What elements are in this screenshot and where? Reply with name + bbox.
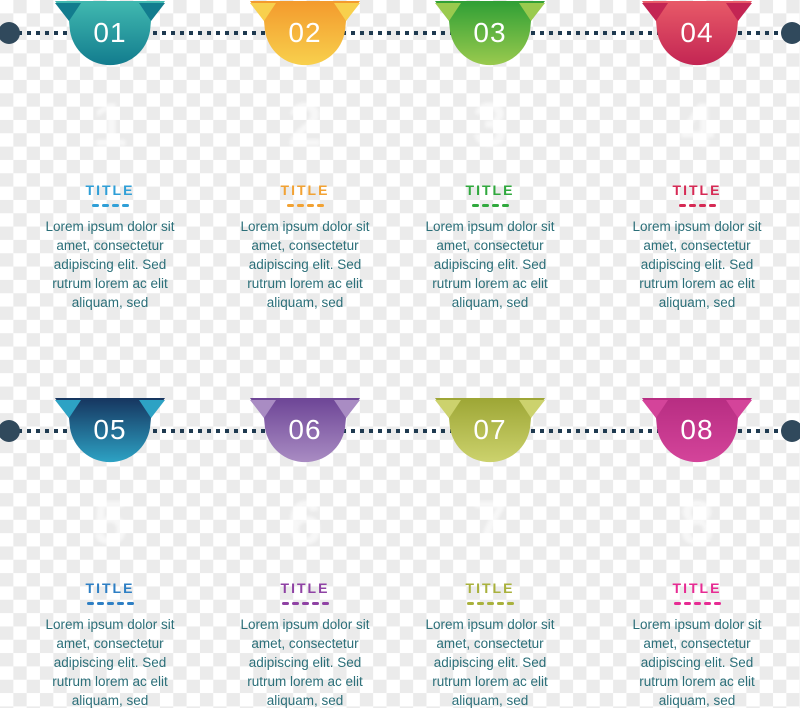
step-number: 01 (93, 17, 127, 48)
step-title: TITLE (672, 580, 722, 596)
ribbon-badge-shape (250, 398, 360, 463)
step-description: Lorem ipsum dolor sit amet, consectetur … (425, 617, 555, 708)
step-title: TITLE (465, 182, 515, 198)
title-underline-dashes (15, 602, 205, 605)
ribbon-badge-shape (55, 398, 165, 463)
step-badge-02: 02 (246, 0, 364, 78)
ghost-number-3: 3 (472, 91, 508, 160)
timeline-endpoint-right-row1 (781, 22, 800, 44)
title-underline-dashes (602, 204, 792, 207)
ribbon-badge-shape (55, 1, 165, 66)
step-title: TITLE (672, 182, 722, 198)
step-number: 07 (473, 414, 507, 445)
title-underline-dashes (395, 602, 585, 605)
ribbon-badge-shape (642, 398, 752, 463)
step-text-01: TITLE Lorem ipsum dolor sit amet, consec… (15, 182, 205, 312)
ghost-number-6: 6 (287, 489, 323, 558)
step-number: 02 (288, 17, 322, 48)
step-badge-06: 06 (246, 397, 364, 475)
step-number: 05 (93, 414, 127, 445)
step-number: 08 (680, 414, 714, 445)
timeline-endpoint-left-row1 (0, 22, 20, 44)
step-description: Lorem ipsum dolor sit amet, consectetur … (45, 617, 175, 708)
step-description: Lorem ipsum dolor sit amet, consectetur … (240, 617, 370, 708)
step-number: 04 (680, 17, 714, 48)
ghost-number-7: 7 (472, 489, 508, 558)
step-badge-05: 05 (51, 397, 169, 475)
step-badge-08: 08 (638, 397, 756, 475)
step-text-02: TITLE Lorem ipsum dolor sit amet, consec… (210, 182, 400, 312)
step-text-05: TITLE Lorem ipsum dolor sit amet, consec… (15, 580, 205, 708)
step-badge-03: 03 (431, 0, 549, 78)
ghost-number-5: 5 (92, 489, 128, 558)
step-description: Lorem ipsum dolor sit amet, consectetur … (632, 617, 762, 708)
step-badge-01: 01 (51, 0, 169, 78)
step-text-07: TITLE Lorem ipsum dolor sit amet, consec… (395, 580, 585, 708)
timeline-endpoint-right-row2 (781, 420, 800, 442)
step-title: TITLE (280, 580, 330, 596)
ghost-number-8: 8 (679, 489, 715, 558)
step-title: TITLE (280, 182, 330, 198)
title-underline-dashes (15, 204, 205, 207)
step-text-06: TITLE Lorem ipsum dolor sit amet, consec… (210, 580, 400, 708)
ribbon-badge-shape (642, 1, 752, 66)
step-title: TITLE (85, 580, 135, 596)
step-title: TITLE (465, 580, 515, 596)
step-badge-07: 07 (431, 397, 549, 475)
ribbon-badge-shape (250, 1, 360, 66)
step-number: 06 (288, 414, 322, 445)
step-text-03: TITLE Lorem ipsum dolor sit amet, consec… (395, 182, 585, 312)
timeline-endpoint-left-row2 (0, 420, 20, 442)
step-text-08: TITLE Lorem ipsum dolor sit amet, consec… (602, 580, 792, 708)
timeline-dotted-line-row2 (0, 429, 800, 433)
step-title: TITLE (85, 182, 135, 198)
step-description: Lorem ipsum dolor sit amet, consectetur … (632, 219, 762, 310)
step-description: Lorem ipsum dolor sit amet, consectetur … (425, 219, 555, 310)
ghost-number-1: 1 (92, 91, 128, 160)
ribbon-badge-shape (435, 1, 545, 66)
ghost-number-4: 4 (679, 91, 715, 160)
step-badge-04: 04 (638, 0, 756, 78)
ribbon-badge-shape (435, 398, 545, 463)
ghost-number-2: 2 (287, 91, 323, 160)
title-underline-dashes (602, 602, 792, 605)
title-underline-dashes (395, 204, 585, 207)
step-description: Lorem ipsum dolor sit amet, consectetur … (45, 219, 175, 310)
step-description: Lorem ipsum dolor sit amet, consectetur … (240, 219, 370, 310)
timeline-dotted-line-row1 (0, 31, 800, 35)
title-underline-dashes (210, 602, 400, 605)
title-underline-dashes (210, 204, 400, 207)
step-number: 03 (473, 17, 507, 48)
step-text-04: TITLE Lorem ipsum dolor sit amet, consec… (602, 182, 792, 312)
